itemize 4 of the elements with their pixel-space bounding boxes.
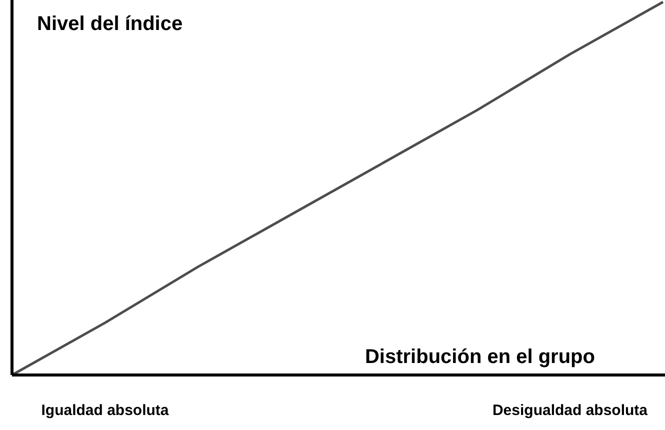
x-axis-title: Distribución en el grupo (364, 346, 595, 368)
x-tick-label: Igualdad absoluta (41, 402, 170, 419)
x-tick-label: Desigualdad absoluta (492, 402, 648, 419)
y-axis-title: Nivel del índice (37, 13, 183, 35)
